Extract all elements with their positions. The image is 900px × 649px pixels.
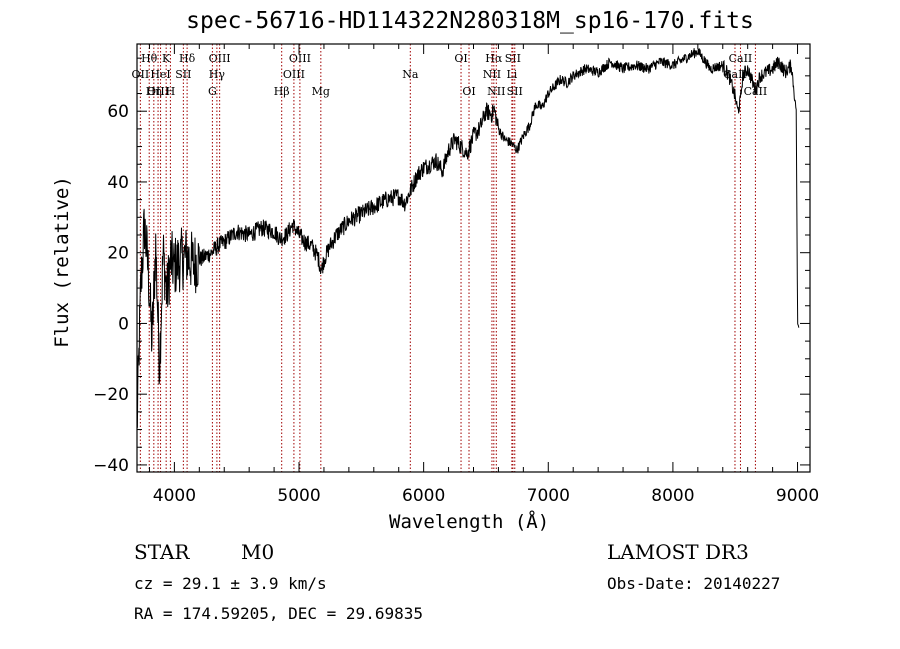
line-label: OI (462, 85, 475, 98)
x-tick-label: 5000 (277, 486, 320, 506)
y-tick-label: −20 (93, 385, 129, 405)
chart-title: spec-56716-HD114322N280318M_sp16-170.fit… (186, 8, 754, 34)
line-label: Hδ (179, 52, 196, 65)
line-label: Hθ (141, 52, 158, 65)
x-tick-label: 9000 (776, 486, 819, 506)
spectrum-series (136, 48, 800, 428)
line-label: H (166, 85, 176, 98)
line-label: CaII (729, 52, 753, 65)
y-tick-label: −40 (93, 456, 129, 476)
axis-ticks (137, 44, 810, 472)
line-label: OIII (283, 68, 305, 81)
x-tick-label: 8000 (651, 486, 694, 506)
line-label: OIII (147, 85, 169, 98)
line-label: OIII (209, 52, 231, 65)
line-label: Hγ (209, 68, 226, 81)
line-label: K (162, 52, 171, 65)
y-tick-label: 40 (107, 173, 129, 193)
survey-name: LAMOST DR3 (607, 540, 749, 564)
sky-coordinates: RA = 174.59205, DEC = 29.69835 (134, 604, 423, 623)
x-tick-label: 6000 (402, 486, 445, 506)
line-label: G (208, 85, 217, 98)
line-label: NII (487, 85, 505, 98)
observation-date: Obs-Date: 20140227 (607, 574, 781, 593)
line-label: OII (132, 68, 150, 81)
redshift-velocity: cz = 29.1 ± 3.9 km/s (134, 574, 327, 593)
line-label: Mg (312, 85, 330, 98)
line-label: Hη (146, 85, 162, 98)
object-subclass: M0 (241, 540, 275, 564)
line-label: SII (505, 52, 521, 65)
plot-frame (136, 43, 811, 473)
spectrum-line (136, 48, 800, 428)
y-tick-label: 20 (107, 244, 129, 264)
object-class: STAR (134, 540, 190, 564)
y-tick-label: 0 (118, 314, 129, 334)
line-label: OI (454, 52, 467, 65)
line-label: Na (402, 68, 419, 81)
line-label: HeI (150, 68, 170, 81)
y-tick-label: 60 (107, 102, 129, 122)
line-label: SII (175, 68, 191, 81)
line-label: OIII (289, 52, 311, 65)
line-label: Li (506, 68, 517, 81)
x-axis-label: Wavelength (Å) (389, 511, 550, 533)
x-tick-label: 7000 (527, 486, 570, 506)
line-label: Hβ (274, 85, 290, 98)
y-axis-label: Flux (relative) (51, 176, 73, 348)
x-tick-label: 4000 (153, 486, 196, 506)
tick-labels: 4000 5000 6000 7000 8000 9000 −40 −20 0 20 40 60 (93, 102, 819, 506)
line-label: SII (507, 85, 523, 98)
line-label: Hα (485, 52, 503, 65)
line-label: NII (483, 68, 501, 81)
